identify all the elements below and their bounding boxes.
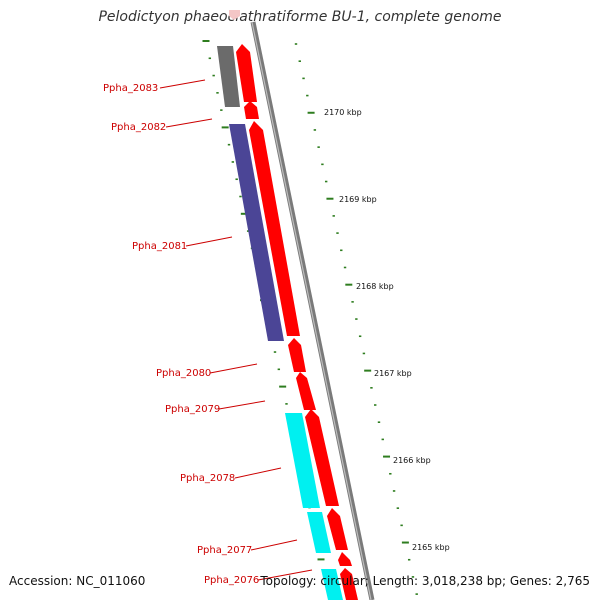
- leader-line: [165, 118, 213, 128]
- leader-line: [159, 79, 206, 89]
- gene-label[interactable]: Ppha_2081: [132, 241, 187, 252]
- gene-block-ppha-2081[interactable]: [229, 124, 284, 341]
- gene-block-ppha-2077[interactable]: [307, 512, 331, 553]
- gene-label[interactable]: Ppha_2082: [111, 122, 166, 133]
- genome-backbone-highlight: [251, 21, 372, 600]
- gene-arrow-ppha-2079[interactable]: [296, 372, 316, 410]
- topology-summary: Topology: circular; Length: 3,018,238 bp…: [260, 574, 590, 588]
- leader-line: [257, 569, 313, 581]
- gene-arrow-ppha-2081[interactable]: [249, 121, 300, 336]
- kbp-label: 2170 kbp: [324, 108, 362, 117]
- kbp-label: 2167 kbp: [374, 369, 412, 378]
- kbp-label: 2169 kbp: [339, 195, 377, 204]
- genome-backbone: [250, 21, 375, 600]
- gene-label[interactable]: Ppha_2076: [204, 575, 259, 586]
- leader-line: [234, 467, 282, 479]
- gene-arrow-ppha-2076a[interactable]: [338, 552, 352, 566]
- leader-line: [185, 236, 233, 247]
- kbp-label: 2168 kbp: [356, 282, 394, 291]
- kbp-label: 2166 kbp: [393, 456, 431, 465]
- accession-text: Accession: NC_011060: [9, 574, 146, 588]
- kbp-labels: 2170 kbp 2169 kbp 2168 kbp 2167 kbp 2166…: [324, 108, 450, 552]
- top-marker: [229, 10, 240, 20]
- gene-arrow-ppha-2082[interactable]: [244, 101, 259, 119]
- map-title: Pelodictyon phaeoclathratiforme BU-1, co…: [98, 9, 502, 25]
- leader-line: [209, 363, 258, 374]
- gene-block-ppha-2078[interactable]: [285, 413, 320, 508]
- label-leaders: [159, 79, 313, 581]
- kbp-label: 2165 kbp: [412, 543, 450, 552]
- gene-label[interactable]: Ppha_2083: [103, 83, 158, 94]
- gene-label[interactable]: Ppha_2080: [156, 368, 211, 379]
- gene-arrow-ppha-2080[interactable]: [288, 338, 306, 372]
- leader-line: [250, 539, 298, 551]
- gene-arrow-ppha-2077[interactable]: [327, 508, 348, 550]
- gene-label[interactable]: Ppha_2078: [180, 473, 235, 484]
- gene-block-ppha-2076[interactable]: [321, 569, 343, 600]
- gene-block-ppha-2083[interactable]: [217, 46, 240, 107]
- leader-line: [218, 400, 266, 410]
- gene-arrow-ppha-2076b[interactable]: [340, 568, 358, 600]
- gene-label[interactable]: Ppha_2077: [197, 545, 252, 556]
- gene-arrow-ppha-2078[interactable]: [305, 409, 339, 506]
- gene-labels: Ppha_2083 Ppha_2082 Ppha_2081 Ppha_2080 …: [103, 83, 259, 586]
- outer-tick-track: [294, 43, 418, 595]
- gene-arrow-ppha-2083[interactable]: [236, 44, 257, 102]
- gene-label[interactable]: Ppha_2079: [165, 404, 220, 415]
